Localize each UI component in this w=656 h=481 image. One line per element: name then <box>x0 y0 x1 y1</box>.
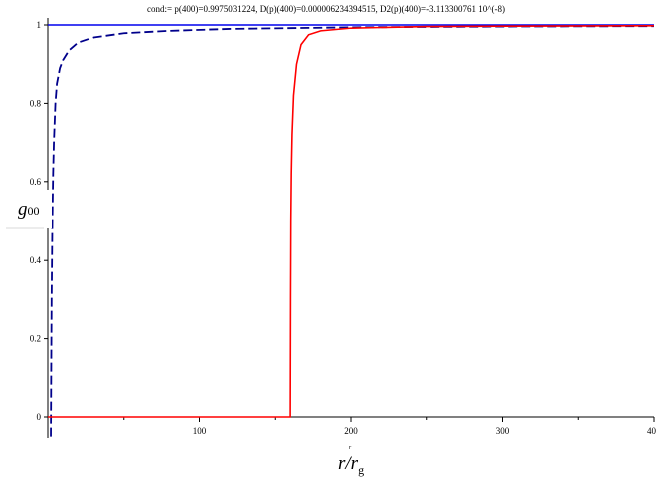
y-tick-label: 0.8 <box>30 98 42 108</box>
y-axis-label: g00 <box>18 199 40 220</box>
y-axis-label-main: g <box>18 199 28 220</box>
y-tick-label: 0 <box>37 412 42 422</box>
y-ticks: 0 0.2 0.4 0.6 0.8 1 <box>30 20 48 422</box>
x-axis-label-sub: g <box>358 463 364 477</box>
x-axis-label-small: r <box>349 445 352 451</box>
ylabel-box <box>6 190 52 228</box>
y-tick-label: 1 <box>37 20 42 30</box>
series-line-2 <box>50 25 655 437</box>
x-axis-label: r/rg <box>338 453 364 477</box>
x-tick-label: 100 <box>193 426 207 436</box>
y-tick-label: 0.6 <box>30 177 42 187</box>
chart-title: cond:= p(400)=0.9975031224, D(p)(400)=0.… <box>147 4 505 14</box>
series-layer <box>48 24 655 437</box>
y-tick-label: 0.4 <box>30 255 42 265</box>
series-line-3 <box>48 24 655 418</box>
y-tick-label: 0.2 <box>30 334 41 344</box>
x-ticks: 100 200 300 40 <box>123 417 656 436</box>
x-tick-label: 300 <box>496 426 510 436</box>
y-axis-label-sub: 00 <box>28 204 40 218</box>
axes <box>47 18 654 438</box>
x-tick-label: 40 <box>647 426 656 436</box>
x-axis-label-main: r/r <box>338 453 359 474</box>
x-tick-label: 200 <box>344 426 358 436</box>
